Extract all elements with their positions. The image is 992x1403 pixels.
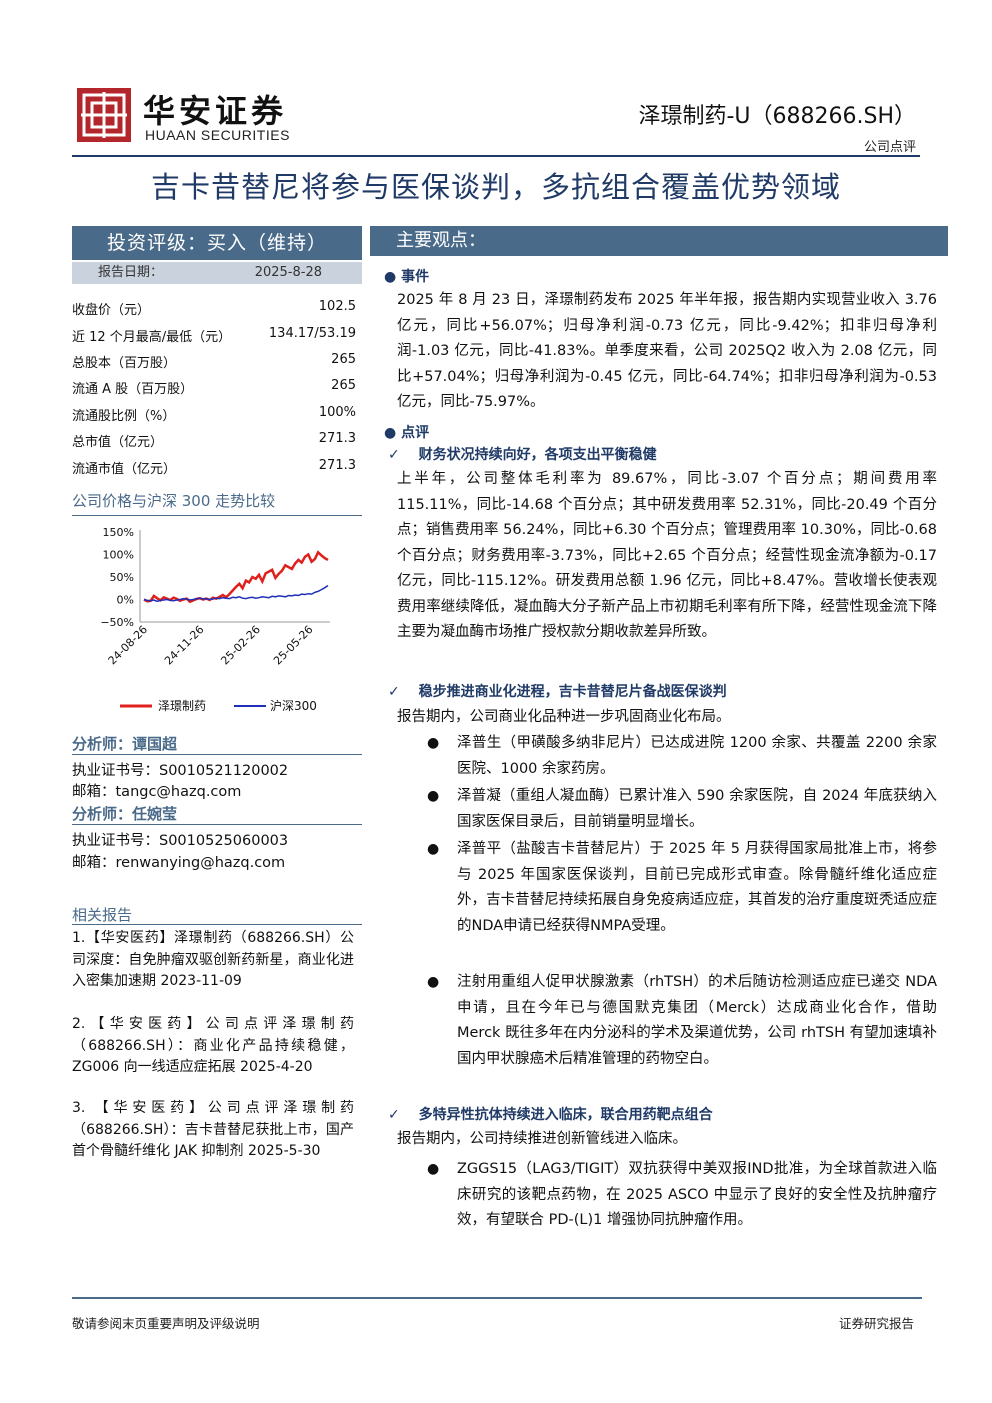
bullet-dot-icon: ●: [384, 425, 402, 441]
stock-name: 泽璟制药-U（688266.SH）: [638, 104, 916, 129]
subheading-commercial: ✓ 稳步推进商业化进程，吉卡昔替尼片备战医保谈判: [388, 681, 727, 701]
legend-label-zejing: 泽璟制药: [158, 699, 206, 713]
y-tick-label: −50%: [100, 616, 134, 629]
kv-key: 流通 A 股（百万股）: [72, 382, 194, 397]
series-line-hs300: [143, 584, 329, 603]
logo-icon: [81, 92, 127, 138]
check-icon: ✓: [388, 1107, 405, 1123]
analyst-name: 分析师：谭国超: [72, 735, 178, 753]
kv-row: 总市值（亿元） 271.3: [72, 431, 356, 457]
antibody-intro: 报告期内，公司持续推进创新管线进入临床。: [397, 1131, 687, 1147]
main-view-banner: 主要观点：: [370, 226, 948, 256]
finance-paragraph: 上半年，公司整体毛利率为 89.67%，同比-3.07 个百分点；期间费用率 1…: [397, 471, 937, 640]
footer-divider: [72, 1297, 922, 1299]
analyst-name: 分析师：任婉莹: [72, 805, 178, 823]
list-item: 泽普凝（重组人凝血酶）已累计准入 590 余家医院，自 2024 年底获纳入国家…: [457, 788, 937, 830]
x-tick-label: 24-08-26: [106, 623, 151, 668]
x-tick-label: 25-05-26: [271, 623, 316, 668]
related-divider: [72, 924, 362, 925]
y-tick-label: 0%: [117, 594, 134, 607]
list-item: ZGGS15（LAG3/TIGIT）双抗获得中美双报IND批准，为全球首款进入临…: [457, 1161, 937, 1228]
analyst-divider: [72, 824, 362, 825]
kv-row: 总股本（百万股） 265: [72, 352, 356, 378]
subheading-antibody-text: 多特异性抗体持续进入临床，联合用药靶点组合: [418, 1107, 713, 1123]
bullet-dot-icon: ●: [427, 735, 440, 751]
kv-value: 271.3: [318, 458, 356, 473]
y-tick-label: 150%: [103, 526, 134, 539]
x-tick-label: 25-02-26: [218, 623, 263, 668]
legend-label-hs300: 沪深300: [270, 699, 317, 713]
logo-mark: [77, 88, 131, 142]
kv-value: 265: [331, 352, 356, 367]
chart-title-divider: [72, 515, 362, 516]
check-icon: ✓: [388, 447, 405, 463]
kv-row: 流通 A 股（百万股） 265: [72, 378, 356, 404]
report-type: 公司点评: [863, 140, 916, 155]
commercial-intro: 报告期内，公司商业化品种进一步巩固商业化布局。: [397, 709, 731, 725]
kv-row: 收盘价（元） 102.5: [72, 299, 356, 325]
report-date-label: 报告日期：: [98, 265, 164, 280]
rating-banner: 投资评级：买入（维持）: [72, 226, 362, 260]
section-heading-event: ● 事件: [384, 266, 429, 286]
header-divider: [72, 155, 920, 157]
related-report-item[interactable]: 3. 【华安医药】公司点评泽璟制药（688266.SH）：吉卡昔替尼获批上市，国…: [72, 1100, 354, 1159]
y-tick-label: 100%: [103, 549, 134, 562]
report-date-value: 2025-8-28: [254, 265, 322, 280]
check-icon: ✓: [388, 684, 405, 700]
main-view-title: 主要观点：: [396, 230, 486, 251]
price-chart: 150% 100% 50% 0% −50% 24-08-26 24-11-26 25-02-…: [100, 526, 330, 713]
kv-key: 近 12 个月最高/最低（元）: [72, 330, 232, 345]
footer-report-label: 证券研究报告: [838, 1316, 914, 1331]
chart-title: 公司价格与沪深 300 走势比较: [72, 492, 276, 510]
related-report-item[interactable]: 1.【华安医药】泽璟制药（688266.SH）公司深度：自免肿瘤双驱创新药新星，…: [72, 930, 354, 989]
analyst-email: 邮箱：renwanying@hazq.com: [72, 855, 286, 871]
subheading-antibody: ✓ 多特异性抗体持续进入临床，联合用药靶点组合: [388, 1104, 713, 1124]
kv-value: 100%: [318, 405, 356, 420]
kv-key: 流通股比例（%）: [72, 409, 176, 424]
footer-disclaimer: 敬请参阅末页重要声明及评级说明: [72, 1316, 260, 1331]
kv-row: 流通市值（亿元） 271.3: [72, 458, 356, 484]
bullet-dot-icon: ●: [427, 841, 440, 857]
report-title: 吉卡昔替尼将参与医保谈判，多抗组合覆盖优势领域: [150, 170, 841, 204]
y-tick-label: 50%: [110, 571, 134, 584]
related-reports-title: 相关报告: [72, 906, 133, 924]
analyst-divider: [72, 754, 362, 755]
section-heading-comment: ● 点评: [384, 422, 429, 442]
list-item: 泽普生（甲磺酸多纳非尼片）已达成进院 1200 余家、共覆盖 2200 余家医院…: [457, 735, 937, 777]
kv-key: 流通市值（亿元）: [72, 462, 177, 477]
brand-name-en: HUAAN SECURITIES: [145, 127, 290, 143]
kv-value: 271.3: [318, 431, 356, 446]
analyst-email: 邮箱：tangc@hazq.com: [72, 784, 242, 800]
brand-name-cn: 华安证券: [143, 92, 288, 130]
report-date-bar: 报告日期： 2025-8-28: [72, 262, 362, 284]
subheading-commercial-text: 稳步推进商业化进程，吉卡昔替尼片备战医保谈判: [418, 684, 727, 700]
series-line-zejing: [143, 550, 329, 604]
section-heading-comment-text: 点评: [401, 425, 430, 441]
kv-value: 265: [331, 378, 356, 393]
event-paragraph: 2025 年 8 月 23 日，泽璟制药发布 2025 年半年报，报告期内实现营…: [397, 292, 937, 410]
kv-value: 102.5: [318, 299, 356, 314]
kv-row: 流通股比例（%） 100%: [72, 405, 356, 431]
kv-key: 总股本（百万股）: [72, 356, 177, 371]
kv-value: 134.17/53.19: [268, 326, 356, 341]
bullet-dot-icon: ●: [427, 788, 440, 804]
section-heading-event-text: 事件: [401, 269, 430, 285]
analyst-cert: 执业证书号：S0010525060003: [72, 833, 289, 849]
x-tick-label: 24-11-26: [162, 623, 207, 668]
analyst-cert: 执业证书号：S0010521120002: [72, 763, 289, 779]
list-item: 泽普平（盐酸吉卡昔替尼片）于 2025 年 5 月获得国家局批准上市，将参与 2…: [457, 841, 937, 934]
kv-row: 近 12 个月最高/最低（元） 134.17/53.19: [72, 326, 356, 352]
subheading-finance: ✓ 财务状况持续向好，各项支出平衡稳健: [388, 444, 657, 464]
related-report-item[interactable]: 2.【华安医药】公司点评泽璟制药（688266.SH）：商业化产品持续稳健，ZG…: [72, 1016, 354, 1075]
bullet-dot-icon: ●: [427, 974, 440, 990]
subheading-finance-text: 财务状况持续向好，各项支出平衡稳健: [418, 447, 657, 463]
bullet-dot-icon: ●: [384, 269, 402, 285]
bullet-dot-icon: ●: [427, 1161, 440, 1177]
kv-key: 收盘价（元）: [72, 303, 151, 318]
kv-key: 总市值（亿元）: [72, 435, 164, 450]
list-item: 注射用重组人促甲状腺激素（rhTSH）的术后随访检测适应症已递交 NDA 申请，…: [457, 974, 937, 1067]
